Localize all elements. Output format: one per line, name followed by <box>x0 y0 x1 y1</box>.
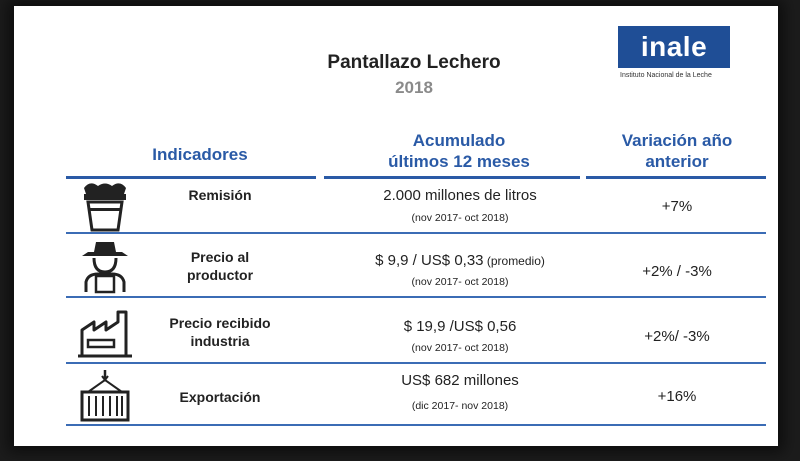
row-divider <box>66 296 766 298</box>
header-underline-accumulated <box>324 176 580 179</box>
factory-icon <box>78 310 132 358</box>
header-variation-line1: Variación año <box>621 131 733 150</box>
header-accumulated-line1: Acumulado <box>412 131 506 150</box>
variation-value: +16% <box>657 388 697 405</box>
accumulated-period: (nov 2017- oct 2018) <box>411 212 509 224</box>
inale-logo: inale Instituto Nacional de la Leche <box>618 26 738 98</box>
header-accumulated-line2: últimos 12 meses <box>388 152 530 171</box>
farmer-icon <box>82 242 128 294</box>
slide: Pantallazo Lechero 2018 inale Instituto … <box>14 6 778 446</box>
accumulated-value: 2.000 millones de litros <box>320 187 600 204</box>
accumulated-value-suffix: (promedio) <box>483 254 545 268</box>
milk-bucket-icon <box>84 183 126 232</box>
accumulated-value-main: US$ 682 millones <box>401 372 519 389</box>
header-underline-indicators <box>66 176 316 179</box>
indicator-label-line2: productor <box>186 267 254 283</box>
variation-value: +7% <box>661 198 693 215</box>
header-underline-variation <box>586 176 766 179</box>
accumulated-period: (dic 2017- nov 2018) <box>411 400 509 412</box>
header-accumulated: Acumulado últimos 12 meses <box>334 130 584 172</box>
header-variation: Variación año anterior <box>582 130 772 172</box>
accumulated-value-main: $ 9,9 / US$ 0,33 <box>375 252 484 269</box>
accumulated-value: US$ 682 millones <box>320 372 600 389</box>
accumulated-value: $ 19,9 /US$ 0,56 <box>320 318 600 335</box>
variation-value: +2% / -3% <box>642 263 712 280</box>
accumulated-value: $ 9,9 / US$ 0,33 (promedio) <box>320 252 600 269</box>
logo-wordmark: inale <box>618 26 730 68</box>
indicator-label-line2: industria <box>190 333 250 349</box>
indicator-label: Precio al productor <box>120 248 320 284</box>
header-indicators-label: Indicadores <box>152 145 248 164</box>
indicator-label: Precio recibido industria <box>120 314 320 350</box>
header-indicators: Indicadores <box>100 144 300 165</box>
indicator-label-line1: Precio recibido <box>169 315 271 331</box>
accumulated-value-main: $ 19,9 /US$ 0,56 <box>403 318 517 335</box>
indicator-label: Remisión <box>120 186 320 204</box>
accumulated-period: (nov 2017- oct 2018) <box>411 342 509 354</box>
row-divider <box>66 232 766 234</box>
header-variation-line2: anterior <box>645 152 709 171</box>
row-divider <box>66 362 766 364</box>
indicator-label-line1: Remisión <box>188 187 252 203</box>
logo-subtitle: Instituto Nacional de la Leche <box>620 72 712 79</box>
row-divider <box>66 424 766 426</box>
slide-year: 2018 <box>395 78 433 97</box>
shipping-container-icon <box>80 370 130 422</box>
variation-value: +2%/ -3% <box>644 328 710 345</box>
indicator-label-line1: Exportación <box>179 389 261 405</box>
slide-title: Pantallazo Lechero <box>327 52 501 73</box>
accumulated-value-main: 2.000 millones de litros <box>383 187 537 204</box>
accumulated-period: (nov 2017- oct 2018) <box>411 276 509 288</box>
indicator-label-line1: Precio al <box>190 249 250 265</box>
indicator-label: Exportación <box>120 388 320 406</box>
